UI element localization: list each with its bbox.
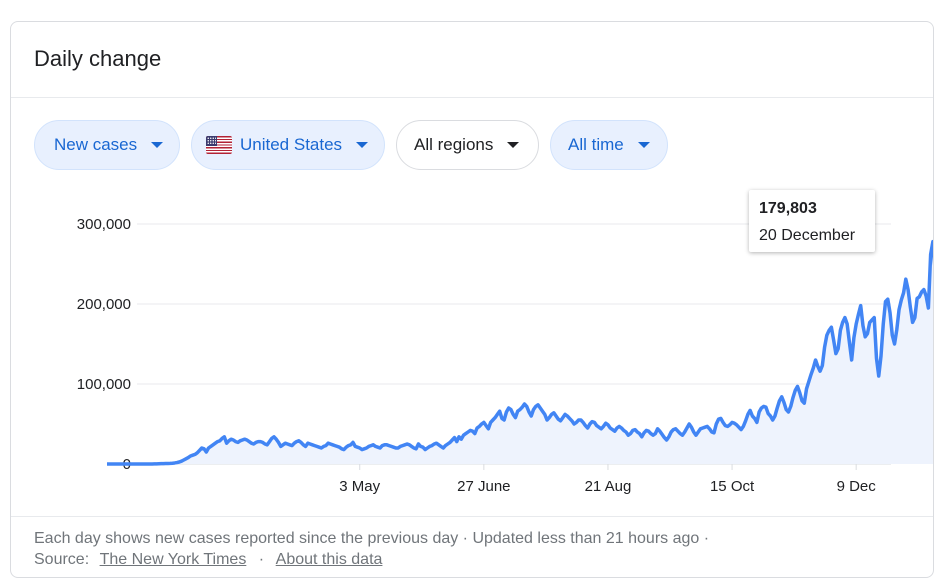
region-filter-chip[interactable]: All regions bbox=[396, 120, 539, 170]
us-flag-icon bbox=[206, 136, 232, 154]
card-title: Daily change bbox=[34, 46, 162, 71]
footer-divider bbox=[11, 516, 933, 517]
footer: Each day shows new cases reported since … bbox=[34, 528, 709, 570]
x-tick-label: 3 May bbox=[339, 478, 380, 495]
footer-note: Each day shows new cases reported since … bbox=[34, 530, 710, 547]
tooltip-value: 179,803 bbox=[759, 200, 817, 217]
series-line bbox=[107, 239, 933, 466]
tooltip-date: 20 December bbox=[759, 227, 856, 244]
period-filter-label: All time bbox=[568, 135, 624, 154]
daily-change-card: Daily change New cases United States All… bbox=[10, 21, 934, 578]
x-tick-label: 9 Dec bbox=[837, 478, 877, 495]
about-data-link[interactable]: About this data bbox=[275, 551, 383, 568]
chevron-down-icon bbox=[507, 142, 520, 148]
y-tick-label: 200,000 bbox=[77, 296, 131, 313]
data-tooltip: 179,803 20 December bbox=[749, 190, 875, 252]
metric-filter-chip[interactable]: New cases bbox=[34, 120, 180, 170]
region-filter-label: All regions bbox=[414, 135, 494, 154]
chevron-down-icon bbox=[637, 142, 650, 148]
y-tick-label: 100,000 bbox=[77, 376, 131, 393]
chevron-down-icon bbox=[356, 142, 369, 148]
footer-source-line: Source: The New York Times · About this … bbox=[34, 549, 709, 570]
y-tick-label: 300,000 bbox=[77, 216, 131, 233]
metric-filter-label: New cases bbox=[54, 135, 138, 154]
footer-separator: · bbox=[258, 551, 265, 568]
source-label: Source: bbox=[34, 551, 90, 568]
source-link[interactable]: The New York Times bbox=[99, 551, 247, 568]
chevron-down-icon bbox=[151, 142, 164, 148]
header-divider bbox=[11, 97, 933, 98]
country-filter-label: United States bbox=[240, 135, 343, 154]
area-fill bbox=[107, 241, 933, 464]
x-tick-label: 15 Oct bbox=[710, 478, 755, 495]
x-tick-label: 21 Aug bbox=[585, 478, 632, 495]
country-filter-chip[interactable]: United States bbox=[191, 120, 385, 170]
period-filter-chip[interactable]: All time bbox=[550, 120, 668, 170]
x-tick-label: 27 June bbox=[457, 478, 510, 495]
